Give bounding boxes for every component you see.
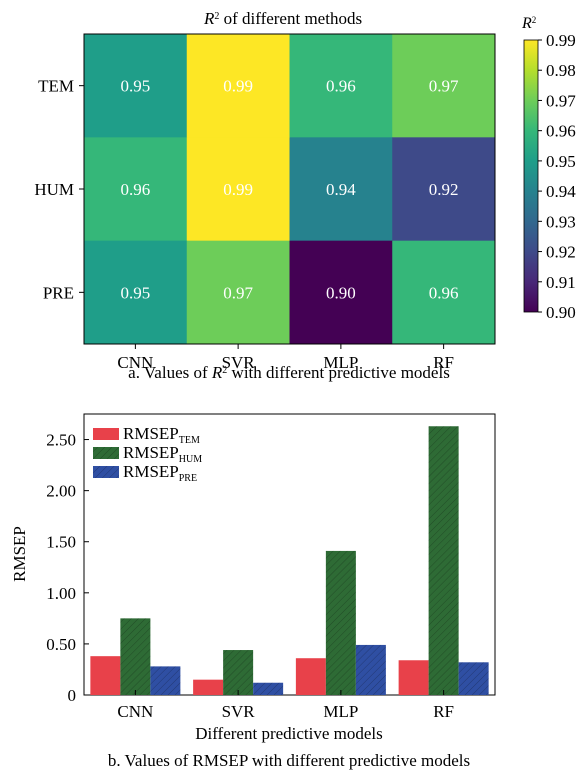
heatmap-cell-pre-mlp: [289, 240, 393, 345]
heatmap-x-tick-label: RF: [433, 353, 454, 372]
heatmap-title-sup: 2: [214, 11, 219, 22]
colorbar-tick-label: 0.97: [546, 91, 576, 110]
heatmap-cell-label: 0.90: [326, 283, 356, 302]
heatmap-cell-tem-mlp: [289, 34, 393, 138]
bar-hatch: [325, 550, 356, 695]
legend-swatch-hatch: [93, 447, 119, 459]
bar-x-tick-label: MLP: [323, 702, 358, 721]
heatmap-cell-label: 0.97: [429, 77, 459, 96]
bar-x-tick-label: SVR: [222, 702, 256, 721]
caption-a-pre: a. Values of: [128, 363, 212, 382]
colorbar: [523, 39, 539, 313]
bar-x-axis: CNN SVR MLP RF: [117, 690, 454, 721]
bar-y-tick-label: 0.50: [46, 635, 76, 654]
colorbar-tick-label: 0.96: [546, 122, 576, 141]
heatmap-cell-hum-svr: [186, 137, 290, 242]
legend-label-tem: RMSEPTEM: [123, 424, 200, 446]
legend-swatch-hatch: [93, 466, 119, 478]
bar-y-axis: 0 0.50 1.00 1.50 2.00 2.50: [46, 431, 89, 705]
colorbar-label-sup: 2: [532, 15, 537, 25]
bar-tem-rf: [398, 660, 429, 695]
heatmap-cell-label: 0.96: [326, 77, 356, 96]
heatmap-cell-hum-mlp: [289, 137, 393, 242]
heatmap-x-tick-label: CNN: [117, 353, 153, 372]
colorbar-tick-label: 0.92: [546, 243, 576, 262]
heatmap-x-tick-label: SVR: [222, 353, 256, 372]
heatmap-cell-label: 0.92: [429, 180, 459, 199]
bar-y-tick-label: 1.00: [46, 584, 76, 603]
bar-series-group: [90, 426, 489, 695]
heatmap-cell-label: 0.99: [223, 77, 253, 96]
heatmap-y-tick-label: TEM: [38, 77, 74, 96]
bar-x-tick-label: RF: [433, 702, 454, 721]
legend-label-pre: RMSEPPRE: [123, 462, 197, 484]
heatmap-cell-label: 0.96: [121, 180, 151, 199]
caption-a-r: R: [211, 363, 223, 382]
colorbar-tick-label: 0.95: [546, 152, 576, 171]
bar-hatch: [150, 666, 181, 695]
caption-a-sup: 2: [222, 365, 227, 376]
heatmap-cell-label: 0.94: [326, 180, 356, 199]
heatmap: 0.95 0.99 0.96 0.97 0.96 0.99 0.94 0.92 0.95 0.97…: [84, 34, 496, 345]
colorbar-ticks: 0.90 0.91 0.92 0.93 0.94 0.95 0.96 0.97 0.98 0.99: [538, 31, 576, 322]
colorbar-label-r: R: [521, 15, 532, 32]
caption-a: a. Values of R2 with different predictiv…: [128, 363, 450, 382]
heatmap-title-r: R: [203, 9, 215, 28]
bar-tem-mlp: [295, 658, 326, 695]
bar-y-tick-label: 2.50: [46, 431, 76, 450]
bar-hatch: [120, 618, 151, 695]
heatmap-cell-label: 0.95: [121, 77, 151, 96]
colorbar-label: R2: [521, 15, 536, 32]
heatmap-y-axis: TEM HUM PRE: [34, 77, 84, 302]
heatmap-x-axis: CNN SVR MLP RF: [117, 344, 454, 372]
heatmap-y-tick-label: PRE: [43, 283, 74, 302]
heatmap-cell-label: 0.97: [223, 283, 253, 302]
heatmap-cell-tem-rf: [392, 34, 496, 138]
bar-plot-frame: [83, 413, 496, 696]
heatmap-cell-tem-svr: [186, 34, 290, 138]
colorbar-tick-label: 0.99: [546, 31, 576, 50]
bar-y-tick-label: 1.50: [46, 533, 76, 552]
legend-swatch-tem: [93, 428, 119, 440]
heatmap-cell-label: 0.99: [223, 180, 253, 199]
heatmap-cell-pre-cnn: [84, 240, 188, 345]
bar-y-axis-label: RMSEP: [10, 526, 29, 582]
heatmap-cell-pre-svr: [186, 240, 290, 345]
bar-x-axis-label: Different predictive models: [195, 724, 383, 743]
heatmap-cell-hum-cnn: [84, 137, 188, 242]
bar-hatch: [223, 650, 254, 695]
colorbar-tick-label: 0.93: [546, 212, 576, 231]
caption-b: b. Values of RMSEP with different predic…: [108, 751, 470, 770]
heatmap-cell-pre-rf: [392, 240, 496, 345]
bar-tem-cnn: [90, 656, 121, 695]
bar-x-tick-label: CNN: [117, 702, 153, 721]
colorbar-tick-label: 0.90: [546, 303, 576, 322]
heatmap-title-rest: of different methods: [219, 9, 362, 28]
bar-hatch: [458, 662, 489, 695]
bar-tem-svr: [193, 679, 224, 695]
bar-y-tick-label: 2.00: [46, 482, 76, 501]
legend-label-hum: RMSEPHUM: [123, 443, 202, 465]
bar-hatch: [428, 426, 459, 695]
colorbar-tick-label: 0.91: [546, 273, 576, 292]
colorbar-tick-label: 0.94: [546, 182, 576, 201]
heatmap-cell-label: 0.96: [429, 283, 459, 302]
caption-a-post: with different predictive models: [227, 363, 450, 382]
heatmap-title: R2 of different methods: [203, 9, 362, 28]
heatmap-cell-tem-cnn: [84, 34, 188, 138]
heatmap-x-tick-label: MLP: [323, 353, 358, 372]
heatmap-cell-label: 0.95: [121, 283, 151, 302]
heatmap-y-tick-label: HUM: [34, 180, 74, 199]
colorbar-tick-label: 0.98: [546, 61, 576, 80]
bar-y-tick-label: 0: [68, 686, 77, 705]
heatmap-cell-hum-rf: [392, 137, 496, 242]
bar-hatch: [355, 644, 386, 695]
bar-hatch: [253, 682, 284, 695]
